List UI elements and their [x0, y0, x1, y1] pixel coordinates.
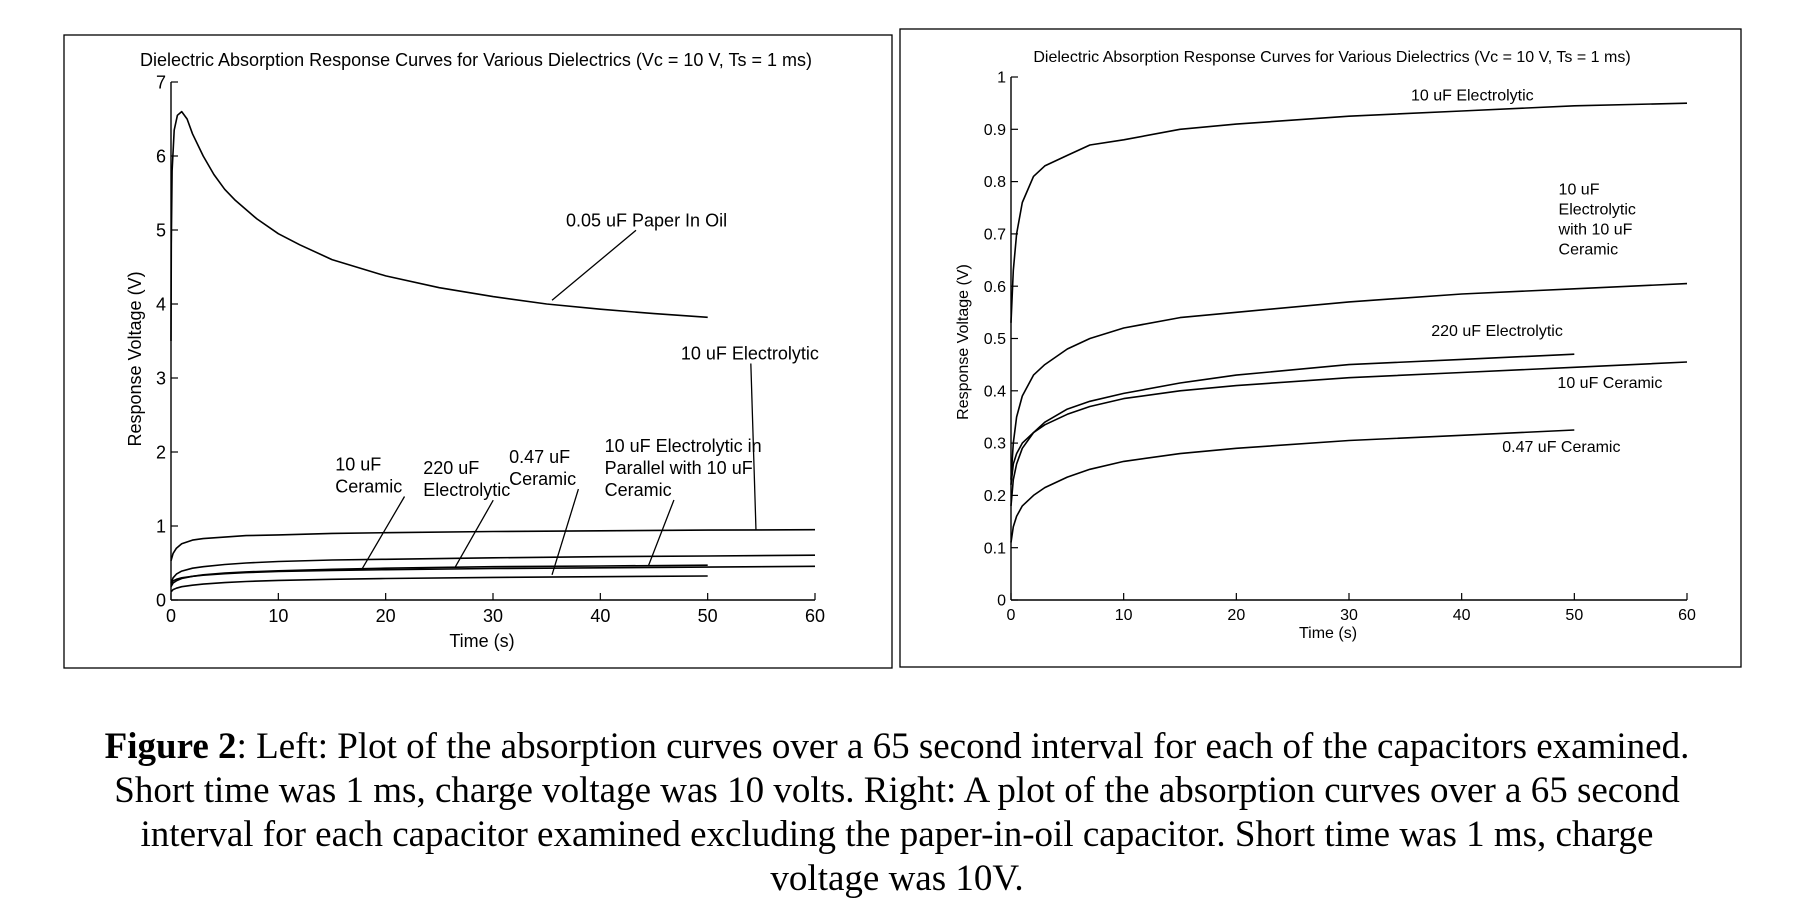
x-tick-label: 40 — [1453, 607, 1471, 624]
y-tick-label: 3 — [156, 368, 166, 388]
x-tick-label: 10 — [268, 606, 288, 626]
y-tick-label: 4 — [156, 294, 166, 314]
series-line-2 — [1010, 353, 1575, 506]
y-tick-label: 2 — [156, 442, 166, 462]
y-tick-label: 7 — [156, 72, 166, 92]
series-line-4 — [1010, 429, 1575, 543]
annotation-label-2: 10 uF Electrolytic in — [605, 436, 762, 456]
annotation-leader-4 — [454, 499, 494, 568]
annotation-label-0: 0.05 uF Paper In Oil — [566, 210, 727, 230]
series-line-2 — [170, 554, 816, 584]
caption-line-2: Short time was 1 ms, charge voltage was … — [114, 770, 1680, 811]
right-y-axis-label: Response Voltage (V) — [955, 264, 972, 420]
y-tick-label: 0.6 — [984, 279, 1006, 296]
annotation-label-4: Electrolytic — [423, 480, 510, 500]
figure-caption: Figure 2: Left: Plot of the absorption c… — [40, 725, 1754, 901]
x-tick-label: 30 — [1340, 607, 1358, 624]
annotation-leader-0 — [551, 229, 637, 301]
right-panel-frame — [899, 28, 1742, 668]
annotation-label-5: 10 uF — [335, 455, 381, 475]
series-line-3 — [1010, 361, 1688, 485]
series-line-5 — [170, 575, 708, 593]
y-tick-label: 0.8 — [984, 174, 1006, 191]
annotation-leader-5 — [361, 496, 406, 570]
right-plot-area: 0 10 20 30 40 50 60 0 0.1 0.2 0.3 0.4 0.5 0.6 0.7 0.8 0.… — [984, 70, 1696, 624]
annotation-label-1: 10 uF — [1559, 182, 1600, 199]
series-line-1 — [170, 528, 816, 562]
series-line-1 — [1010, 282, 1688, 480]
caption-line-1-text: : Left: Plot of the absorption curves ov… — [236, 726, 1690, 767]
y-tick-label: 0.7 — [984, 227, 1006, 244]
x-tick-label: 50 — [698, 606, 718, 626]
caption-line-3: interval for each capacitor examined exc… — [140, 814, 1654, 855]
x-tick-label: 60 — [805, 606, 825, 626]
y-tick-label: 0 — [156, 590, 166, 610]
annotation-label-3: 10 uF Ceramic — [1557, 375, 1662, 392]
y-tick-label: 0.4 — [984, 383, 1006, 400]
y-tick-label: 6 — [156, 146, 166, 166]
y-tick-label: 1 — [997, 70, 1006, 87]
annotation-label-4: 220 uF — [423, 458, 479, 478]
x-tick-label: 20 — [1227, 607, 1245, 624]
x-tick-label: 30 — [483, 606, 503, 626]
annotation-leader-2 — [648, 499, 675, 566]
annotation-label-4: 0.47 uF Ceramic — [1502, 439, 1620, 456]
series-line-0 — [170, 110, 708, 342]
left-chart-title: Dielectric Absorption Response Curves fo… — [140, 50, 812, 70]
caption-label: Figure 2 — [104, 726, 237, 767]
annotation-leader-3 — [551, 488, 580, 576]
x-tick-label: 20 — [376, 606, 396, 626]
x-tick-label: 10 — [1115, 607, 1133, 624]
y-tick-label: 0.1 — [984, 540, 1006, 557]
y-tick-label: 0.9 — [984, 122, 1006, 139]
caption-line-4: voltage was 10V. — [770, 858, 1024, 899]
series-line-0 — [1010, 102, 1688, 323]
annotation-label-3: Ceramic — [509, 469, 576, 489]
x-tick-label: 40 — [590, 606, 610, 626]
y-tick-label: 1 — [156, 516, 166, 536]
right-x-axis-label: Time (s) — [1299, 625, 1357, 642]
x-tick-label: 60 — [1678, 607, 1696, 624]
x-tick-label: 0 — [1007, 607, 1016, 624]
y-tick-label: 0 — [997, 593, 1006, 610]
y-tick-label: 5 — [156, 220, 166, 240]
left-x-axis-label: Time (s) — [449, 631, 514, 651]
right-chart-title: Dielectric Absorption Response Curves fo… — [1033, 49, 1630, 66]
y-tick-label: 0.5 — [984, 331, 1006, 348]
annotation-label-2: Parallel with 10 uF — [605, 458, 753, 478]
annotation-label-0: 10 uF Electrolytic — [1411, 88, 1534, 105]
annotation-label-2: Ceramic — [605, 480, 672, 500]
series-line-4 — [170, 565, 816, 585]
annotation-label-3: 0.47 uF — [509, 447, 570, 467]
annotation-leader-1 — [750, 363, 757, 530]
annotation-label-1: with 10 uF — [1558, 222, 1633, 239]
y-tick-label: 0.3 — [984, 436, 1006, 453]
left-panel-frame — [63, 34, 893, 669]
left-y-axis-label: Response Voltage (V) — [125, 271, 145, 446]
x-tick-label: 0 — [166, 606, 176, 626]
left-plot-area: 0 10 20 30 40 50 60 0 1 2 3 4 5 6 7 0.05 uF Paper In Oi… — [156, 72, 825, 626]
caption-line-1: Figure 2: Left: Plot of the absorption c… — [40, 725, 1754, 769]
annotation-label-1: 10 uF Electrolytic — [681, 344, 819, 364]
x-tick-label: 50 — [1565, 607, 1583, 624]
annotation-label-1: Electrolytic — [1559, 202, 1636, 219]
y-tick-label: 0.2 — [984, 488, 1006, 505]
annotation-label-2: 220 uF Electrolytic — [1431, 323, 1563, 340]
annotation-label-1: Ceramic — [1559, 242, 1619, 259]
annotation-label-5: Ceramic — [335, 477, 402, 497]
